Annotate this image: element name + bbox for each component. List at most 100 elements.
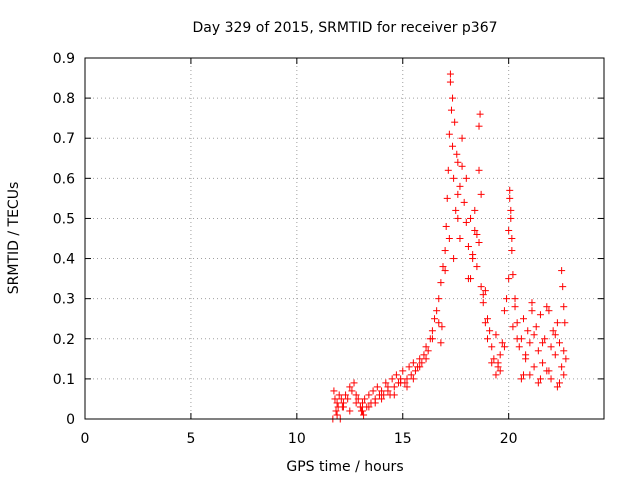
data-point (433, 307, 441, 315)
data-point (464, 275, 472, 283)
data-point (479, 299, 487, 307)
data-point (354, 395, 362, 403)
y-tick-label: 0.7 (53, 131, 75, 147)
data-point (511, 303, 519, 311)
data-point (483, 315, 491, 323)
data-point (475, 239, 483, 247)
data-point (481, 287, 489, 295)
data-point (331, 395, 339, 403)
data-point (378, 395, 386, 403)
data-point (422, 343, 430, 351)
data-point (547, 343, 555, 351)
x-axis-label: GPS time / hours (286, 459, 403, 475)
data-point (560, 371, 568, 379)
data-point (388, 375, 396, 383)
data-point (481, 319, 489, 327)
data-point (551, 351, 559, 359)
data-point (560, 347, 568, 355)
data-point (530, 331, 538, 339)
data-point (524, 327, 532, 335)
data-point (456, 235, 464, 242)
data-point (508, 235, 516, 242)
data-point (428, 335, 436, 343)
data-point (560, 303, 568, 311)
data-point (456, 182, 464, 190)
data-point (439, 263, 447, 271)
data-point (528, 307, 536, 315)
data-point (422, 355, 430, 363)
data-point (520, 371, 528, 379)
data-point (553, 383, 561, 391)
data-point (539, 339, 547, 347)
data-point (505, 275, 513, 283)
data-point (471, 206, 479, 214)
data-point (409, 375, 417, 383)
y-tick-label: 0.4 (53, 252, 75, 268)
data-point (506, 194, 514, 202)
data-point (475, 122, 483, 130)
data-point (503, 295, 511, 303)
data-point (348, 387, 356, 395)
data-point (539, 359, 547, 367)
data-point (551, 331, 559, 339)
data-point (399, 367, 407, 375)
data-point (344, 395, 352, 403)
data-point (541, 335, 549, 343)
data-point (361, 395, 369, 403)
data-point (369, 387, 377, 395)
data-point (449, 142, 457, 150)
data-point (534, 379, 542, 387)
data-point (335, 391, 343, 399)
tick-labels: 0 0.1 0.2 0.3 0.4 0.5 0.6 0.7 0.8 0.9 0 5 10 15 20 (53, 51, 518, 447)
data-point (420, 351, 428, 359)
data-point (483, 335, 491, 343)
data-point (450, 174, 458, 182)
data-point (378, 387, 386, 395)
data-point (458, 162, 466, 170)
data-point (520, 315, 528, 323)
data-point (407, 371, 415, 379)
data-point (447, 106, 455, 114)
data-point (380, 391, 388, 399)
data-point (342, 391, 350, 399)
data-point (505, 226, 513, 234)
data-point (382, 379, 390, 387)
data-point (435, 295, 443, 303)
data-point (556, 339, 564, 347)
data-point (405, 363, 413, 371)
data-point (462, 218, 470, 226)
data-point (411, 367, 419, 375)
data-point (558, 363, 566, 371)
y-tick-label: 0.1 (53, 372, 75, 388)
data-point (528, 299, 536, 307)
data-point (462, 174, 470, 182)
data-point (513, 319, 521, 327)
data-point (332, 407, 340, 415)
y-tick-label: 0.9 (53, 51, 75, 67)
data-point (409, 359, 417, 367)
data-point (449, 94, 457, 102)
data-point (403, 383, 411, 391)
y-axis-label: SRMTID / TECUs (6, 182, 22, 295)
data-point (496, 351, 504, 359)
data-point (458, 134, 466, 142)
data-point (477, 190, 485, 198)
data-point (507, 214, 515, 222)
data-point (454, 190, 462, 198)
data-point (549, 327, 557, 335)
data-point (509, 271, 517, 279)
data-point (522, 351, 530, 359)
data-point (424, 347, 432, 355)
data-point (441, 247, 449, 255)
x-tick-label: 0 (81, 431, 90, 447)
data-point (479, 291, 487, 299)
data-point (500, 343, 508, 351)
data-point (356, 403, 364, 411)
y-tick-label: 0.5 (53, 211, 75, 227)
data-point (543, 303, 551, 311)
data-point (511, 295, 519, 303)
data-point (352, 391, 360, 399)
data-point (477, 283, 485, 291)
data-point (352, 399, 360, 407)
